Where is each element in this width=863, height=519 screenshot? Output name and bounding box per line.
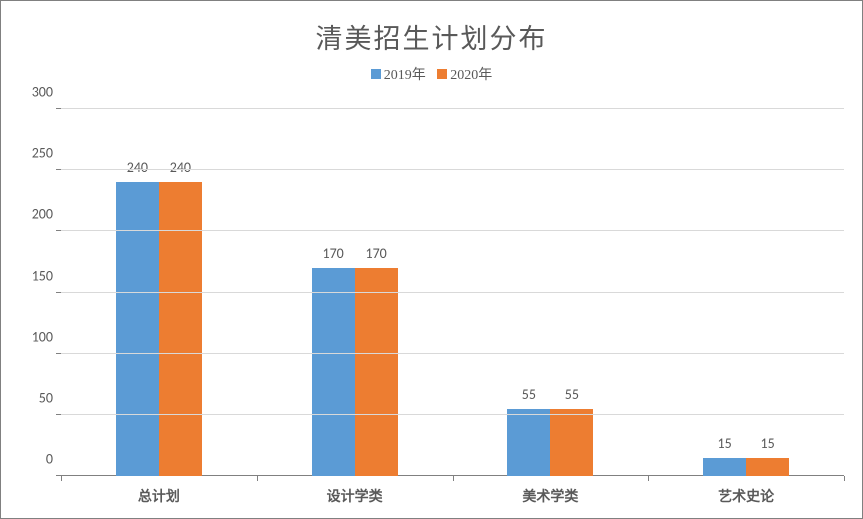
x-tick-mark: [453, 476, 454, 481]
x-category-label: 美术学类: [453, 486, 649, 506]
x-category-label: 设计学类: [257, 486, 453, 506]
y-tick-label: 50: [39, 389, 53, 406]
bar: 240: [159, 182, 202, 476]
y-tick-label: 150: [32, 267, 53, 284]
y-tick-label: 300: [32, 84, 53, 101]
y-tick-mark: [56, 353, 61, 354]
grid-line: [61, 230, 844, 231]
y-tick-label: 0: [46, 451, 53, 468]
grid-line: [61, 169, 844, 170]
legend-item-2020: 2020年: [437, 64, 492, 84]
bar-value-label: 15: [761, 435, 775, 452]
bar-value-label: 170: [322, 245, 343, 262]
grid-line: [61, 353, 844, 354]
bar-value-label: 240: [170, 159, 191, 176]
bar-group: 240240总计划: [61, 109, 257, 476]
bar: 55: [550, 409, 593, 476]
y-tick-label: 100: [32, 328, 53, 345]
bar-group: 170170设计学类: [257, 109, 453, 476]
x-tick-mark: [648, 476, 649, 481]
y-tick-label: 250: [32, 145, 53, 162]
chart-container: 清美招生计划分布 2019年 2020年 240240总计划170170设计学类…: [0, 0, 863, 519]
bar: 240: [116, 182, 159, 476]
legend-swatch-2020: [437, 69, 447, 79]
legend-label-2020: 2020年: [450, 64, 492, 84]
legend: 2019年 2020年: [1, 64, 862, 84]
bar: 55: [507, 409, 550, 476]
chart-title: 清美招生计划分布: [1, 17, 862, 56]
x-category-label: 总计划: [61, 486, 257, 506]
bar-value-label: 170: [365, 245, 386, 262]
bars: 240240: [116, 109, 202, 476]
bar: 170: [355, 268, 398, 476]
grid-line: [61, 108, 844, 109]
bars: 5555: [507, 109, 593, 476]
plot-area: 240240总计划170170设计学类5555美术学类1515艺术史论 0501…: [61, 109, 844, 476]
bar: 15: [703, 458, 746, 476]
x-category-label: 艺术史论: [648, 486, 844, 506]
bar-value-label: 240: [127, 159, 148, 176]
bar: 15: [746, 458, 789, 476]
y-tick-label: 200: [32, 206, 53, 223]
grid-line: [61, 414, 844, 415]
bar-value-label: 15: [718, 435, 732, 452]
bars: 170170: [312, 109, 398, 476]
bar-group: 1515艺术史论: [648, 109, 844, 476]
y-tick-mark: [56, 169, 61, 170]
bar: 170: [312, 268, 355, 476]
legend-label-2019: 2019年: [384, 64, 426, 84]
bar-groups: 240240总计划170170设计学类5555美术学类1515艺术史论: [61, 109, 844, 476]
bars: 1515: [703, 109, 789, 476]
legend-swatch-2019: [371, 69, 381, 79]
bar-group: 5555美术学类: [453, 109, 649, 476]
legend-item-2019: 2019年: [371, 64, 426, 84]
x-tick-mark: [257, 476, 258, 481]
y-tick-mark: [56, 414, 61, 415]
grid-line: [61, 292, 844, 293]
y-tick-mark: [56, 230, 61, 231]
y-tick-mark: [56, 108, 61, 109]
bar-value-label: 55: [565, 386, 579, 403]
bar-value-label: 55: [522, 386, 536, 403]
y-tick-mark: [56, 292, 61, 293]
x-tick-mark: [844, 476, 845, 481]
x-tick-mark: [61, 476, 62, 481]
